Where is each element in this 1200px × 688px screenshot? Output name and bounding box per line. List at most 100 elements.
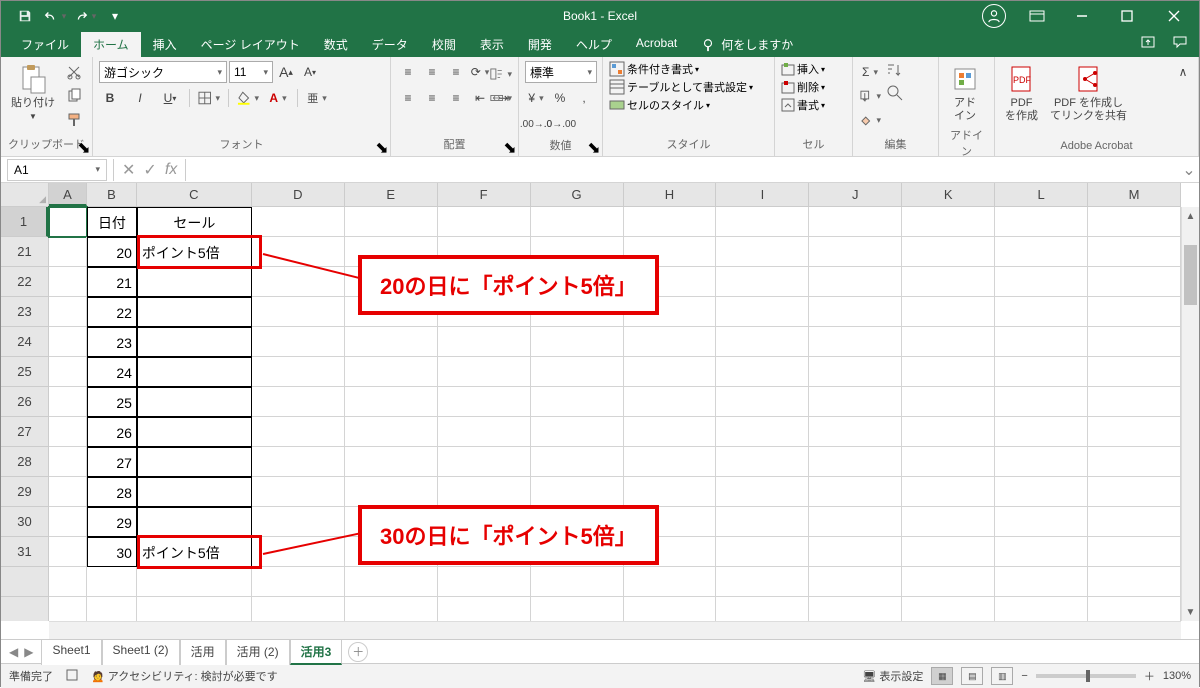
row-header[interactable]: 22 (1, 267, 48, 297)
column-headers[interactable]: ABCDEFGHIJKLM (49, 183, 1181, 207)
cell[interactable] (1088, 537, 1181, 567)
cell[interactable]: 20 (87, 237, 137, 267)
cell[interactable] (902, 567, 995, 597)
cell[interactable]: 27 (87, 447, 137, 477)
ribbon-tab[interactable]: ホーム (81, 32, 141, 57)
cell[interactable] (345, 357, 438, 387)
cell[interactable] (49, 207, 87, 237)
ribbon-tab[interactable]: 開発 (516, 32, 564, 57)
cell[interactable] (252, 387, 345, 417)
cell[interactable] (624, 357, 717, 387)
cell[interactable]: 23 (87, 327, 137, 357)
cell[interactable]: 21 (87, 267, 137, 297)
cell[interactable] (716, 537, 809, 567)
cell[interactable] (531, 327, 624, 357)
cell[interactable] (809, 207, 902, 237)
column-header[interactable]: I (716, 183, 809, 206)
add-sheet-button[interactable]: ＋ (348, 642, 368, 662)
ribbon-tab[interactable]: Acrobat (624, 32, 689, 57)
cell[interactable] (716, 327, 809, 357)
cell[interactable] (716, 507, 809, 537)
cell[interactable] (438, 237, 531, 267)
tell-me-search[interactable]: 何をしますか (701, 36, 793, 57)
column-header[interactable]: L (995, 183, 1088, 206)
cell[interactable] (995, 447, 1088, 477)
cell[interactable] (716, 237, 809, 267)
cell[interactable] (1088, 417, 1181, 447)
decrease-decimal-icon[interactable]: .0→.00 (549, 113, 571, 135)
cell[interactable] (995, 357, 1088, 387)
cell[interactable] (995, 417, 1088, 447)
cell[interactable] (995, 267, 1088, 297)
vertical-scrollbar[interactable]: ▲▼ (1181, 207, 1199, 621)
cell[interactable]: ポイント5倍 (137, 537, 252, 567)
delete-cells-button[interactable]: 削除▾ (781, 79, 825, 95)
font-name-select[interactable]: 游ゴシック (99, 61, 227, 83)
format-painter-icon[interactable] (63, 109, 85, 131)
cell[interactable] (252, 447, 345, 477)
enter-formula-icon[interactable]: ✓ (143, 160, 156, 180)
column-header[interactable]: F (438, 183, 531, 206)
merge-icon[interactable] (490, 87, 512, 109)
cell[interactable] (1088, 267, 1181, 297)
cell[interactable] (345, 267, 438, 297)
cell[interactable] (531, 507, 624, 537)
normal-view-icon[interactable]: ▦ (931, 667, 953, 685)
row-header[interactable]: 31 (1, 537, 48, 567)
cell[interactable] (438, 357, 531, 387)
cell[interactable] (137, 417, 252, 447)
cell[interactable] (716, 477, 809, 507)
cell[interactable]: ポイント5倍 (137, 237, 252, 267)
page-break-view-icon[interactable]: ▥ (991, 667, 1013, 685)
cell[interactable] (87, 567, 137, 597)
page-layout-view-icon[interactable]: ▤ (961, 667, 983, 685)
cell[interactable]: 22 (87, 297, 137, 327)
sheet-tab[interactable]: Sheet1 (2) (102, 639, 180, 665)
dialog-launcher-icon[interactable]: ⬊ (78, 142, 90, 154)
cell[interactable] (716, 387, 809, 417)
cell[interactable] (1088, 327, 1181, 357)
ribbon-tab[interactable]: ページ レイアウト (189, 32, 312, 57)
cell[interactable] (49, 387, 87, 417)
decrease-font-icon[interactable]: A▾ (299, 61, 321, 83)
cell[interactable] (252, 267, 345, 297)
status-macro-icon[interactable] (65, 668, 79, 685)
align-bottom-icon[interactable]: ≡ (445, 61, 467, 83)
cell[interactable] (716, 297, 809, 327)
orientation-icon[interactable]: ⟳ (469, 61, 491, 83)
cell[interactable] (624, 417, 717, 447)
cell[interactable] (49, 357, 87, 387)
addin-button[interactable]: アド イン (945, 61, 985, 125)
fill-color-button[interactable] (237, 87, 259, 109)
cell[interactable] (995, 327, 1088, 357)
cell[interactable] (902, 477, 995, 507)
cell[interactable] (252, 327, 345, 357)
dialog-launcher-icon[interactable]: ⬊ (588, 142, 600, 154)
cell[interactable] (809, 417, 902, 447)
collapse-ribbon-icon[interactable]: ∧ (1172, 61, 1194, 83)
cell[interactable] (252, 297, 345, 327)
cell[interactable] (438, 447, 531, 477)
cell[interactable] (252, 417, 345, 447)
zoom-in-button[interactable]: ＋ (1144, 668, 1155, 684)
format-as-table-button[interactable]: テーブルとして書式設定▾ (609, 79, 753, 95)
cell[interactable] (1088, 477, 1181, 507)
dialog-launcher-icon[interactable]: ⬊ (504, 142, 516, 154)
cell[interactable] (137, 357, 252, 387)
cell[interactable] (902, 417, 995, 447)
italic-button[interactable]: I (129, 87, 151, 109)
cell[interactable] (809, 237, 902, 267)
row-headers[interactable]: 12122232425262728293031 (1, 207, 49, 621)
cell[interactable] (252, 537, 345, 567)
cell[interactable] (809, 267, 902, 297)
comma-format-icon[interactable]: , (573, 87, 595, 109)
row-header[interactable]: 24 (1, 327, 48, 357)
row-header[interactable]: 1 (1, 207, 48, 237)
cell[interactable] (902, 267, 995, 297)
clear-icon[interactable] (859, 109, 881, 131)
row-header[interactable]: 23 (1, 297, 48, 327)
ribbon-display-icon[interactable] (1014, 1, 1059, 31)
cell[interactable] (902, 237, 995, 267)
ribbon-tab[interactable]: 表示 (468, 32, 516, 57)
cell[interactable] (531, 417, 624, 447)
